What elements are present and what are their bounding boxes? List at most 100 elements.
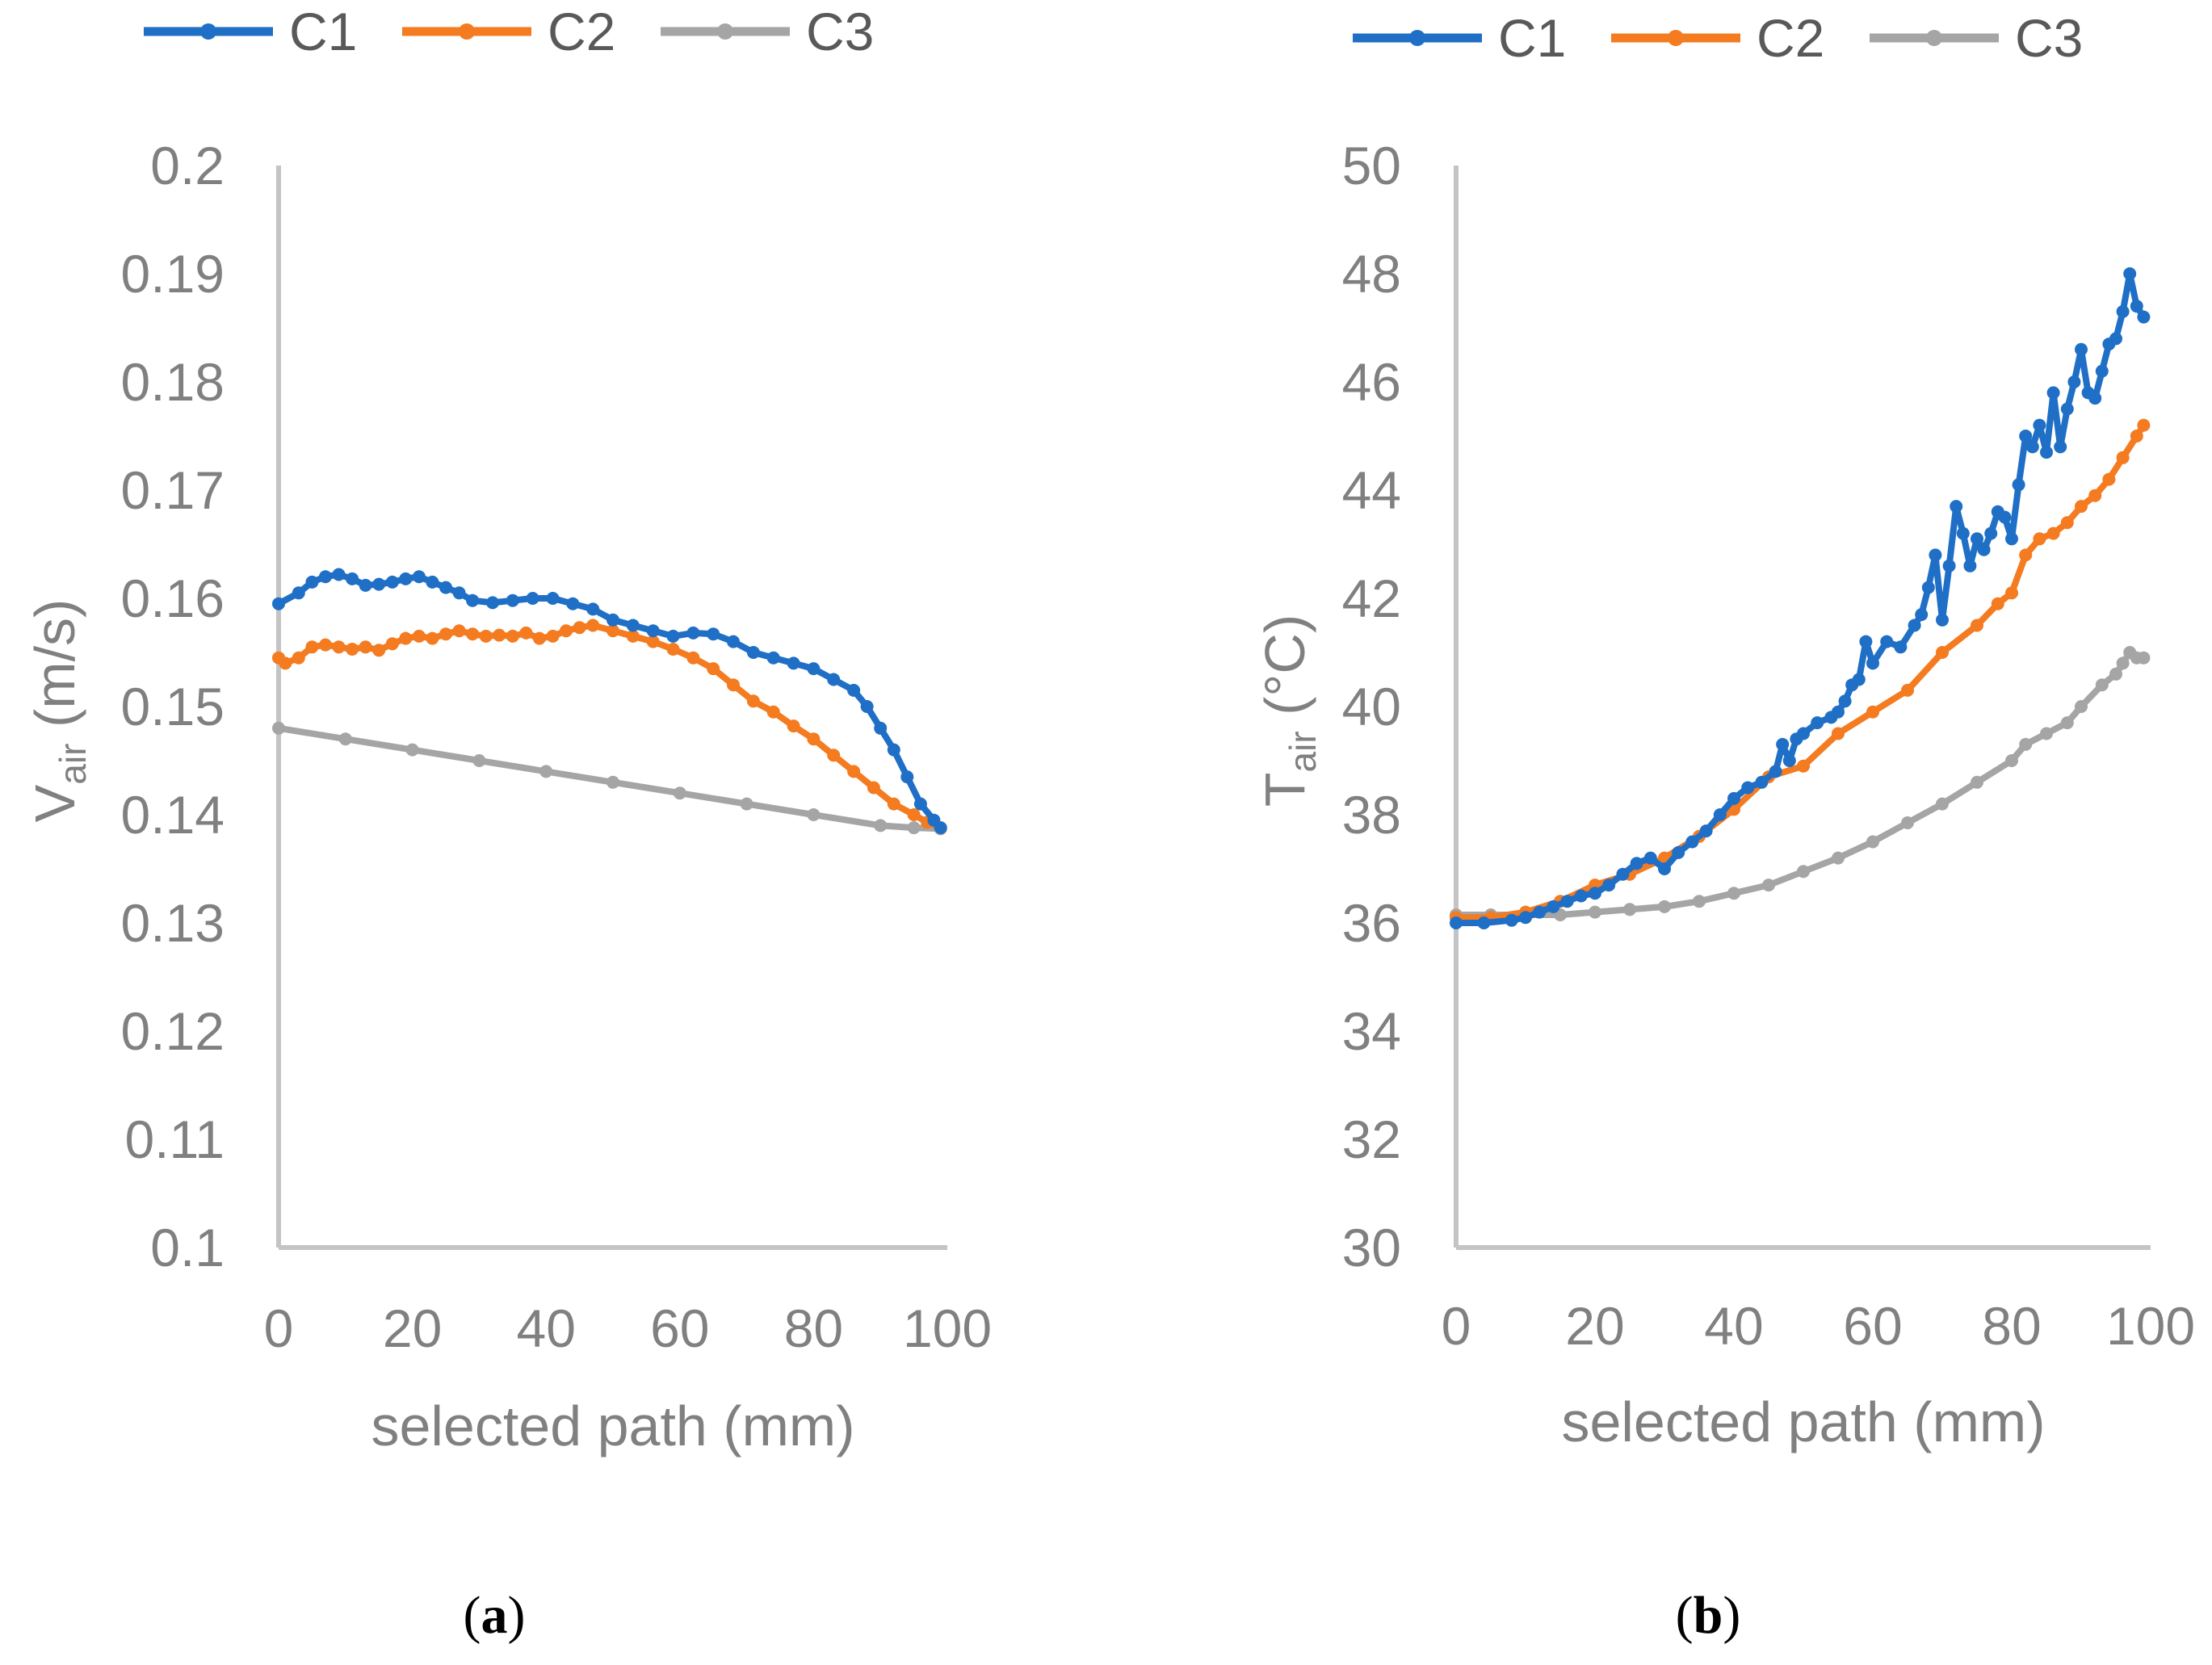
data-point-c1 [1699,824,1713,838]
data-point-c1 [1984,526,1998,540]
legend-label-c2: C2 [1757,8,1824,68]
x-tick-label: 40 [516,1298,575,1358]
data-point-c2 [560,624,573,638]
data-point-c2 [412,629,426,643]
data-point-c3 [1762,879,1775,892]
data-point-c3 [1901,816,1914,829]
data-point-c1 [1450,916,1463,929]
legend-marker-c1 [1409,30,1425,46]
y-tick-label: 32 [1342,1109,1401,1169]
y-tick-label: 0.16 [121,568,225,628]
data-point-c1 [727,635,740,648]
data-point-c1 [452,586,466,600]
data-point-c1 [2054,440,2067,454]
legend-label-c2: C2 [548,2,615,61]
data-point-c1 [359,578,372,592]
data-point-c3 [472,754,486,767]
data-point-c2 [2088,489,2102,502]
x-tick-label: 40 [1704,1296,1763,1356]
data-point-c1 [1832,705,1845,719]
y-tick-label: 0.11 [124,1109,225,1169]
y-tick-label: 36 [1342,893,1401,953]
data-point-c1 [1776,737,1790,751]
data-point-c3 [2095,678,2109,692]
x-tick-label: 60 [650,1298,709,1358]
data-point-c2 [1991,597,2004,610]
data-point-c1 [2137,310,2151,324]
data-point-c2 [646,635,660,648]
data-point-c1 [626,619,640,632]
legend-item-c3: C3 [661,2,874,61]
data-point-c2 [2102,472,2116,486]
data-point-c2 [2046,526,2060,540]
data-point-c1 [666,629,680,643]
data-point-c1 [900,770,914,784]
x-tick-label: 0 [1442,1296,1471,1356]
data-point-c2 [372,644,386,657]
data-point-c2 [479,629,493,643]
x-tick-label: 100 [2106,1296,2195,1356]
data-point-c1 [2019,430,2033,442]
data-point-c1 [272,597,285,610]
caption-close-a: ) [508,1586,526,1645]
data-point-c3 [1589,905,1601,919]
data-point-c3 [673,786,686,800]
x-tick-labels-b: 0 20 40 60 80 100 [1442,1296,2195,1356]
data-point-c1 [439,581,452,594]
legend-b: C1 C2 C3 [1353,8,2083,68]
data-point-c2 [2033,532,2046,546]
data-point-c1 [707,627,720,641]
data-point-c2 [707,662,720,676]
data-point-c1 [1880,635,1894,648]
data-point-c1 [1769,765,1782,778]
data-point-c1 [1811,716,1824,730]
data-point-c1 [607,613,619,627]
data-point-c1 [746,646,760,659]
y-tick-labels-b: 30 32 34 36 38 40 42 44 46 48 50 [1342,136,1401,1277]
chart-panel-a: C1 C2 C3 0.1 0.11 0.12 0.13 0.14 0.15 0.16 0.17… [23,2,992,1645]
data-point-c2 [907,808,921,821]
data-point-c1 [1921,581,1935,594]
y-tick-label: 42 [1342,568,1401,628]
data-point-c1 [486,596,499,610]
x-tick-label: 60 [1843,1296,1902,1356]
legend-item-c3: C3 [1870,8,2083,68]
series-line-c1 [1453,271,2147,926]
data-point-c2 [292,651,305,665]
y-axis-title-sub-b: air [1282,731,1324,772]
data-point-c1 [1936,613,1949,627]
data-point-c1 [1685,835,1699,849]
data-point-c2 [532,631,546,645]
data-point-c1 [1643,851,1657,865]
data-point-c1 [346,572,359,585]
data-point-c1 [506,593,519,607]
legend-label-c3: C3 [2015,8,2083,68]
data-point-c1 [934,821,947,835]
data-point-c1 [1852,673,1866,686]
data-point-c1 [913,797,927,811]
data-point-c1 [1560,895,1574,908]
data-point-c3 [405,743,419,757]
caption-close-b: ) [1723,1586,1740,1645]
data-point-c1 [372,577,386,591]
data-point-c2 [626,629,640,643]
series-line-c1 [275,571,944,832]
data-point-c2 [867,781,880,795]
data-point-c3 [539,765,553,778]
y-axis-title-main-b: T [1253,772,1316,807]
data-point-c2 [2005,586,2018,600]
y-tick-label: 0.2 [150,136,225,195]
y-axis-title-rest-b: (°C) [1253,614,1316,732]
y-axis-title-main-a: V [23,784,86,822]
data-point-c1 [807,662,821,676]
data-point-c2 [586,619,600,632]
legend-marker-c3 [717,23,733,40]
data-point-c1 [546,592,560,605]
caption-letter-a: a [481,1586,508,1645]
x-axis-title-a: selected path (mm) [371,1394,854,1457]
data-point-c1 [887,743,900,757]
data-point-c1 [1971,532,1983,546]
series-c3 [272,721,947,836]
y-tick-label: 0.14 [121,785,225,845]
data-point-c1 [2033,418,2046,432]
